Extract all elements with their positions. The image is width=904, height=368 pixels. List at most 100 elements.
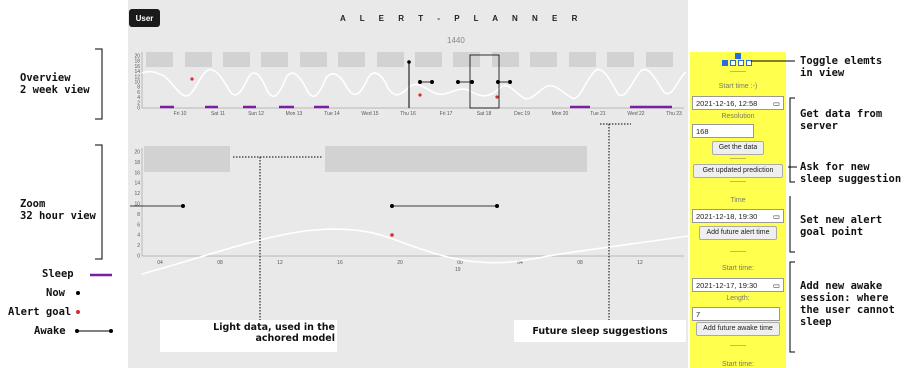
future-sleep-callout bbox=[514, 320, 686, 342]
y-tick-label: 14 bbox=[134, 181, 140, 187]
y-tick-label: 6 bbox=[137, 222, 140, 228]
overview-alertness-curve bbox=[141, 68, 687, 100]
calendar-icon[interactable]: ▭ bbox=[772, 211, 780, 221]
x-tick-label: Thu 23 bbox=[666, 111, 682, 117]
start-time-label-2: Start time: bbox=[722, 265, 754, 272]
sleep-legend-icon bbox=[90, 273, 112, 277]
overview-alert-goals bbox=[190, 77, 499, 99]
y-tick-label: 0 bbox=[137, 106, 140, 112]
overview-light-blocks bbox=[146, 52, 673, 67]
x-tick-label: Dec 19 bbox=[514, 111, 530, 117]
x-tick-label: 12 bbox=[277, 260, 283, 266]
x-tick-label: Mon 13 bbox=[286, 111, 303, 117]
x-tick-label: 04 bbox=[517, 260, 523, 266]
y-tick-label: 12 bbox=[134, 191, 140, 197]
annotation-add-awake: Add new awake session: where the user ca… bbox=[800, 280, 895, 328]
length-input[interactable]: 7 bbox=[692, 307, 780, 321]
y-tick-label: 18 bbox=[134, 160, 140, 166]
zoom-bracket-icon bbox=[95, 144, 103, 260]
y-tick-label: 4 bbox=[137, 95, 140, 101]
annotation-set-alert: Set new alert goal point bbox=[800, 214, 883, 238]
y-tick-label: 10 bbox=[134, 202, 140, 208]
x-tick-label: 00 bbox=[457, 260, 463, 266]
divider: -------- bbox=[730, 179, 746, 185]
annotation-overview: Overview 2 week view bbox=[20, 72, 90, 96]
user-button[interactable]: User bbox=[129, 9, 160, 27]
overview-bracket-icon bbox=[95, 48, 103, 120]
x-tick-label: 20 bbox=[397, 260, 403, 266]
start-time-value: 2021-12-16, 12:58 bbox=[696, 98, 758, 108]
legend-awake-label: Awake bbox=[34, 325, 66, 337]
toggle-checkbox-2[interactable] bbox=[730, 60, 736, 66]
zoom-alertness-curve bbox=[141, 228, 688, 275]
control-panel: -------- Start time :-) 2021-12-16, 12:5… bbox=[690, 52, 786, 368]
time-label: Time bbox=[730, 197, 746, 204]
toggle-all-checkbox[interactable] bbox=[735, 53, 741, 59]
y-tick-label: 8 bbox=[137, 212, 140, 218]
add-alert-button[interactable]: Add future alert time bbox=[699, 226, 777, 240]
x-tick-label: Mon 20 bbox=[552, 111, 569, 117]
legend-alert-label: Alert goal bbox=[8, 306, 72, 318]
y-tick-label: 20 bbox=[134, 54, 140, 60]
y-tick-label: 20 bbox=[134, 150, 140, 156]
toggle-checkbox-4[interactable] bbox=[746, 60, 752, 66]
x-tick-label: Wed 22 bbox=[627, 111, 644, 117]
x-tick-label: Sat 11 bbox=[211, 111, 225, 117]
x-tick-label: 04 bbox=[157, 260, 163, 266]
legend-sleep-label: Sleep bbox=[42, 268, 74, 280]
alert-legend-icon bbox=[76, 310, 80, 314]
resolution-input[interactable]: 168 bbox=[692, 124, 754, 138]
legend-now-label: Now bbox=[46, 287, 65, 299]
x-tick-label: Tue 14 bbox=[324, 111, 340, 117]
divider: -------- bbox=[730, 156, 746, 162]
y-tick-label: 6 bbox=[137, 90, 140, 96]
now-legend-icon bbox=[76, 291, 80, 295]
x-tick-label: 08 bbox=[217, 260, 223, 266]
resolution-value: 168 bbox=[696, 126, 709, 136]
annotation-toggle: Toggle elemts in view bbox=[800, 55, 883, 79]
alert-time-value: 2021-12-18, 19:30 bbox=[696, 211, 758, 221]
x-tick-label: 08 bbox=[577, 260, 583, 266]
y-tick-label: 2 bbox=[137, 243, 140, 249]
zoom-awake-sessions bbox=[130, 204, 499, 209]
x-tick-label: Tue 21 bbox=[590, 111, 606, 117]
overview-awake-sessions bbox=[417, 80, 512, 85]
x-tick-label: 16 bbox=[337, 260, 343, 266]
y-tick-label: 0 bbox=[137, 254, 140, 260]
zoom-x-day: 19 bbox=[455, 267, 461, 273]
toggle-checkbox-3[interactable] bbox=[738, 60, 744, 66]
calendar-icon[interactable]: ▭ bbox=[772, 98, 780, 108]
overview-x-ticks: Fri 10 Sat 11 Sun 12 Mon 13 Tue 14 Wed 15 Thu … bbox=[174, 111, 682, 117]
zoom-light-blocks bbox=[144, 146, 587, 172]
zoom-alert-goal bbox=[390, 233, 394, 237]
zoom-x-ticks: 04 08 12 16 20 00 04 08 12 bbox=[157, 260, 643, 266]
calendar-icon[interactable]: ▭ bbox=[772, 280, 780, 290]
y-tick-label: 4 bbox=[137, 233, 140, 239]
x-tick-label: Thu 16 bbox=[400, 111, 416, 117]
app-title: A L E R T - P L A N N E R bbox=[340, 14, 584, 23]
y-tick-label: 10 bbox=[134, 80, 140, 86]
add-awake-button[interactable]: Add future awake time bbox=[696, 322, 780, 336]
y-tick-label: 16 bbox=[134, 64, 140, 70]
y-tick-label: 12 bbox=[134, 74, 140, 80]
y-tick-label: 2 bbox=[137, 100, 140, 106]
annotation-zoom: Zoom 32 hour view bbox=[20, 198, 96, 222]
get-data-button[interactable]: Get the data bbox=[712, 141, 764, 155]
start-time-input[interactable]: 2021-12-16, 12:58 ▭ bbox=[692, 96, 784, 110]
annotation-future-sleep: Future sleep suggestions bbox=[532, 326, 668, 337]
awake-start-input[interactable]: 2021-12-17, 19:30 ▭ bbox=[692, 278, 784, 292]
resolution-label: Resolution bbox=[721, 113, 755, 120]
x-tick-label: Fri 10 bbox=[174, 111, 187, 117]
awake-start-value: 2021-12-17, 19:30 bbox=[696, 280, 758, 290]
x-tick-label: Sat 18 bbox=[477, 111, 492, 117]
toggle-checkbox-1[interactable] bbox=[722, 60, 728, 66]
divider: -------- bbox=[730, 343, 746, 349]
get-prediction-button[interactable]: Get updated prediction bbox=[693, 164, 783, 178]
overview-zoom-window[interactable] bbox=[469, 54, 500, 109]
y-tick-label: 16 bbox=[134, 170, 140, 176]
alert-time-input[interactable]: 2021-12-18, 19:30 ▭ bbox=[692, 209, 784, 223]
